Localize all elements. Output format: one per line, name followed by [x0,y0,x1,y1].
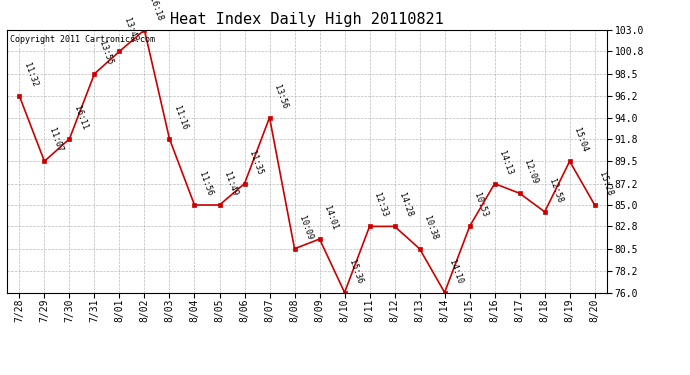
Text: 10:38: 10:38 [422,214,439,241]
Text: 11:35: 11:35 [247,149,264,176]
Text: 13:55: 13:55 [97,39,114,66]
Text: 10:53: 10:53 [472,192,489,219]
Text: 16:11: 16:11 [72,105,89,131]
Text: 11:16: 11:16 [172,105,189,131]
Text: 14:13: 14:13 [497,149,514,176]
Text: 15:28: 15:28 [598,171,614,197]
Text: 10:09: 10:09 [297,214,314,241]
Title: Heat Index Daily High 20110821: Heat Index Daily High 20110821 [170,12,444,27]
Text: 14:01: 14:01 [322,205,339,231]
Text: Copyright 2011 Cartronics.com: Copyright 2011 Cartronics.com [10,35,155,44]
Text: 13:56: 13:56 [272,83,289,110]
Text: 11:32: 11:32 [22,62,39,88]
Text: 12:33: 12:33 [372,192,389,219]
Text: 11:49: 11:49 [222,171,239,197]
Text: 11:56: 11:56 [197,171,214,197]
Text: 15:04: 15:04 [572,127,589,153]
Text: 14:10: 14:10 [447,258,464,285]
Text: 12:58: 12:58 [547,177,564,204]
Text: 13:43: 13:43 [122,17,139,44]
Text: 15:36: 15:36 [347,258,364,285]
Text: 14:28: 14:28 [397,192,414,219]
Text: 11:07: 11:07 [47,127,64,153]
Text: 16:18: 16:18 [147,0,164,22]
Text: 12:09: 12:09 [522,159,539,186]
